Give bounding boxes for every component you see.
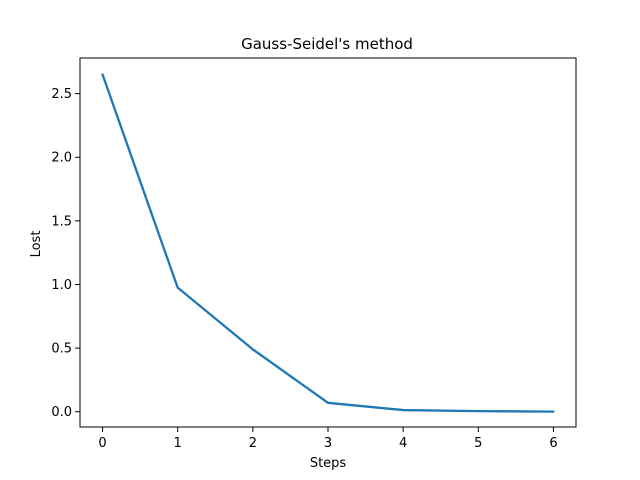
y-tick-label: 0.0: [51, 405, 72, 420]
y-tick-label: 0.5: [51, 342, 72, 357]
y-axis: 0.0 0.5 1.0 1.5 2.0 2.5: [51, 87, 80, 420]
x-tick-label: 1: [174, 436, 182, 451]
axes-frame: [79, 57, 577, 428]
series-line: [101, 73, 555, 413]
x-axis: 0 1 2 3 4 5 6: [98, 427, 558, 451]
y-tick-label: 1.5: [51, 214, 72, 229]
chart-title: Gauss-Seidel's method: [241, 35, 413, 53]
x-tick-label: 6: [549, 436, 557, 451]
x-tick-label: 5: [474, 436, 482, 451]
plot-area: [79, 57, 577, 428]
y-tick-label: 2.5: [51, 87, 72, 102]
y-tick-label: 2.0: [51, 151, 72, 166]
x-tick-label: 4: [399, 436, 407, 451]
y-tick-label: 1.0: [51, 278, 72, 293]
y-axis-label: Lost: [29, 231, 44, 258]
x-tick-label: 3: [324, 436, 332, 451]
x-tick-label: 2: [249, 436, 257, 451]
x-axis-label: Steps: [310, 456, 347, 471]
x-tick-label: 0: [98, 436, 106, 451]
